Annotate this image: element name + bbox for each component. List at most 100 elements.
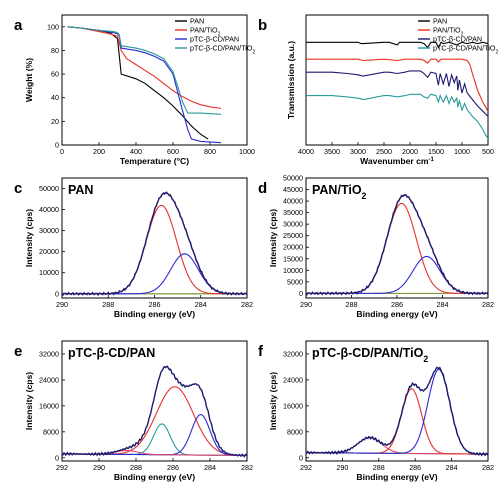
x-tick-label-a: 1000 [239,147,255,156]
y-tick-label-d: 30000 [283,220,303,229]
series-group-b [306,41,488,139]
series-line-d-4 [306,193,488,296]
panel-title-d: PAN/TiO2​ [312,183,367,201]
x-tick-label-d: 290 [300,300,312,309]
series-line-c-1 [62,204,247,295]
x-tick-label-b: 3500 [324,147,340,156]
y-tick-label-e: 24000 [39,375,59,384]
y-tick-label-f: 16000 [283,401,303,410]
x-axis-label-d: Binding energy (eV) [356,309,437,319]
y-tick-label-d: 25000 [283,231,303,240]
series-line-f-2 [306,388,488,455]
y-tick-label-e: 8000 [43,427,59,436]
x-tick-label-e: 282 [241,463,253,472]
x-tick-label-f: 290 [336,463,348,472]
y-tick-label-c: 40000 [39,205,59,214]
y-tick-label-f: 0 [299,453,303,462]
panel-label-d: d [258,180,267,197]
y-tick-label-d: 35000 [283,208,303,217]
series-line-e-5 [62,365,247,458]
panel-label-b: b [258,17,267,34]
series-group-d [306,193,488,296]
series-line-e-1 [62,423,247,457]
x-tick-label-b: 500 [482,147,494,156]
series-line-c-4 [62,191,247,297]
x-axis-label-a: Temperature (°C) [120,156,189,166]
series-line-a-2 [67,26,222,144]
series-line-b-0 [306,41,488,49]
legend-label-b-3: pTC-β-CD/PAN/TiO2​ [433,44,498,56]
x-tick-label-d: 286 [391,300,403,309]
y-tick-label-d: 0 [299,289,303,298]
x-tick-label-b: 2000 [402,147,418,156]
x-tick-label-d: 284 [437,300,449,309]
y-axis-label-b: Transmission (a.u.) [286,41,296,119]
x-tick-label-a: 400 [130,147,142,156]
plot-frame-f [305,340,489,462]
y-axis-label-d: Intensity (cps) [268,209,278,267]
x-tick-label-b: 1500 [428,147,444,156]
y-tick-label-e: 0 [55,453,59,462]
x-tick-label-f: 282 [482,463,494,472]
x-tick-label-a: 600 [167,147,179,156]
x-tick-label-f: 292 [300,463,312,472]
series-group-c [62,191,247,297]
plot-frame-e [61,340,248,462]
x-tick-label-e: 286 [167,463,179,472]
panel-label-a: a [14,17,23,34]
y-tick-label-c: 50000 [39,184,59,193]
y-tick-label-a: 100 [47,22,59,31]
legend-label-b-2: pTC-β-CD/PAN [433,35,482,44]
series-line-a-3 [67,26,222,115]
series-group-e [62,365,247,458]
panel-label-f: f [258,343,264,360]
x-tick-label-e: 292 [56,463,68,472]
y-tick-label-d: 20000 [283,243,303,252]
series-line-b-1 [306,58,488,112]
panel-title-e: pTC-β-CD/PAN [68,346,155,360]
series-line-b-3 [306,93,488,139]
panel-label-c: c [14,180,22,197]
x-tick-label-b: 1000 [454,147,470,156]
x-tick-label-c: 290 [56,300,68,309]
x-axis-label-c: Binding energy (eV) [114,309,195,319]
x-tick-label-d: 282 [482,300,494,309]
panel-label-e: e [14,343,22,360]
series-line-a-1 [67,26,222,109]
y-tick-label-f: 8000 [287,427,303,436]
legend-label-a-0: PAN [190,17,204,26]
plot-frame-a [61,14,248,146]
y-tick-label-c: 20000 [39,247,59,256]
y-tick-label-f: 24000 [283,375,303,384]
x-tick-label-c: 288 [102,300,114,309]
series-line-c-2 [62,253,247,295]
y-tick-label-f: 32000 [283,349,303,358]
y-axis-label-c: Intensity (cps) [24,209,34,267]
x-tick-label-a: 0 [60,147,64,156]
y-tick-label-e: 16000 [39,401,59,410]
y-tick-label-d: 50000 [283,174,303,183]
x-axis-label-f: Binding energy (eV) [356,472,437,482]
legend-label-a-2: pTC-β-CD/PAN [190,35,239,44]
y-tick-label-d: 45000 [283,185,303,194]
series-group-a [67,26,222,144]
x-tick-label-a: 800 [204,147,216,156]
x-tick-label-b: 2500 [376,147,392,156]
x-axis-label-e: Binding energy (eV) [114,472,195,482]
y-axis-label-e: Intensity (cps) [24,372,34,430]
series-line-f-4 [306,366,488,457]
y-tick-label-a: 40 [51,93,59,102]
y-axis-label-a: Weight (%) [24,58,34,102]
y-tick-label-d: 10000 [283,266,303,275]
legend-label-b-1: PAN/TiO2​ [433,26,464,38]
panel-title-c: PAN [68,183,93,197]
series-line-d-1 [306,202,488,294]
x-tick-label-b: 4000 [298,147,314,156]
series-group-f [306,366,488,457]
x-tick-label-f: 288 [373,463,385,472]
x-tick-label-b: 3000 [350,147,366,156]
x-axis-label-b: Wavenumber cm-1 [360,156,434,166]
x-tick-label-c: 284 [195,300,207,309]
series-line-f-1 [306,437,488,455]
x-tick-label-e: 290 [93,463,105,472]
